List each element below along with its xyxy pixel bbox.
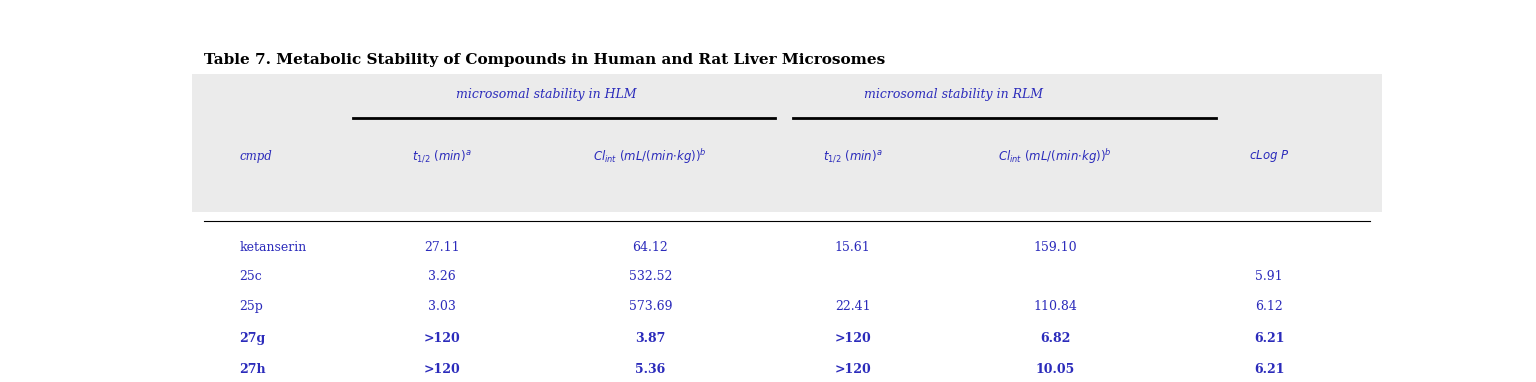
Text: 25p: 25p bbox=[240, 299, 264, 312]
Text: 5.36: 5.36 bbox=[636, 363, 665, 376]
Text: 27.11: 27.11 bbox=[424, 241, 459, 254]
Text: 3.87: 3.87 bbox=[634, 332, 665, 345]
Text: 27h: 27h bbox=[240, 363, 266, 376]
Text: 15.61: 15.61 bbox=[834, 241, 871, 254]
Text: 25c: 25c bbox=[240, 270, 263, 283]
Text: $\mathit{t}_{1/2}$ $\mathit{(min)}^{a}$: $\mathit{t}_{1/2}$ $\mathit{(min)}^{a}$ bbox=[412, 148, 472, 164]
Text: 6.21: 6.21 bbox=[1253, 363, 1284, 376]
Text: 6.12: 6.12 bbox=[1255, 299, 1283, 312]
Text: 5.91: 5.91 bbox=[1255, 270, 1283, 283]
Text: microsomal stability in RLM: microsomal stability in RLM bbox=[865, 88, 1043, 101]
Text: 3.03: 3.03 bbox=[429, 299, 456, 312]
Text: cmpd: cmpd bbox=[240, 150, 272, 163]
Text: 6.82: 6.82 bbox=[1040, 332, 1071, 345]
Text: 573.69: 573.69 bbox=[628, 299, 673, 312]
Text: 159.10: 159.10 bbox=[1034, 241, 1077, 254]
Text: 27g: 27g bbox=[240, 332, 266, 345]
Text: Table 7. Metabolic Stability of Compounds in Human and Rat Liver Microsomes: Table 7. Metabolic Stability of Compound… bbox=[204, 53, 885, 67]
Text: 110.84: 110.84 bbox=[1034, 299, 1077, 312]
Text: 10.05: 10.05 bbox=[1035, 363, 1075, 376]
Text: 3.26: 3.26 bbox=[429, 270, 456, 283]
Text: >120: >120 bbox=[424, 332, 461, 345]
Text: microsomal stability in HLM: microsomal stability in HLM bbox=[456, 88, 636, 101]
FancyBboxPatch shape bbox=[192, 74, 1382, 212]
Text: >120: >120 bbox=[424, 363, 461, 376]
Text: ketanserin: ketanserin bbox=[240, 241, 307, 254]
Text: 22.41: 22.41 bbox=[836, 299, 871, 312]
Text: $\mathit{Cl}_{\mathit{int}}$ $\mathit{(mL/(min{\cdot}kg))}^{b}$: $\mathit{Cl}_{\mathit{int}}$ $\mathit{(m… bbox=[998, 147, 1112, 165]
Text: >120: >120 bbox=[834, 332, 871, 345]
Text: $\mathit{cLog\ P}$: $\mathit{cLog\ P}$ bbox=[1249, 148, 1290, 164]
Text: $\mathit{Cl}_{\mathit{int}}$ $\mathit{(mL/(min{\cdot}kg))}^{b}$: $\mathit{Cl}_{\mathit{int}}$ $\mathit{(m… bbox=[593, 147, 707, 165]
Text: 532.52: 532.52 bbox=[628, 270, 671, 283]
Text: >120: >120 bbox=[834, 363, 871, 376]
Text: 6.21: 6.21 bbox=[1253, 332, 1284, 345]
Text: $\mathit{t}_{1/2}$ $\mathit{(min)}^{a}$: $\mathit{t}_{1/2}$ $\mathit{(min)}^{a}$ bbox=[823, 148, 883, 164]
Text: 64.12: 64.12 bbox=[633, 241, 668, 254]
